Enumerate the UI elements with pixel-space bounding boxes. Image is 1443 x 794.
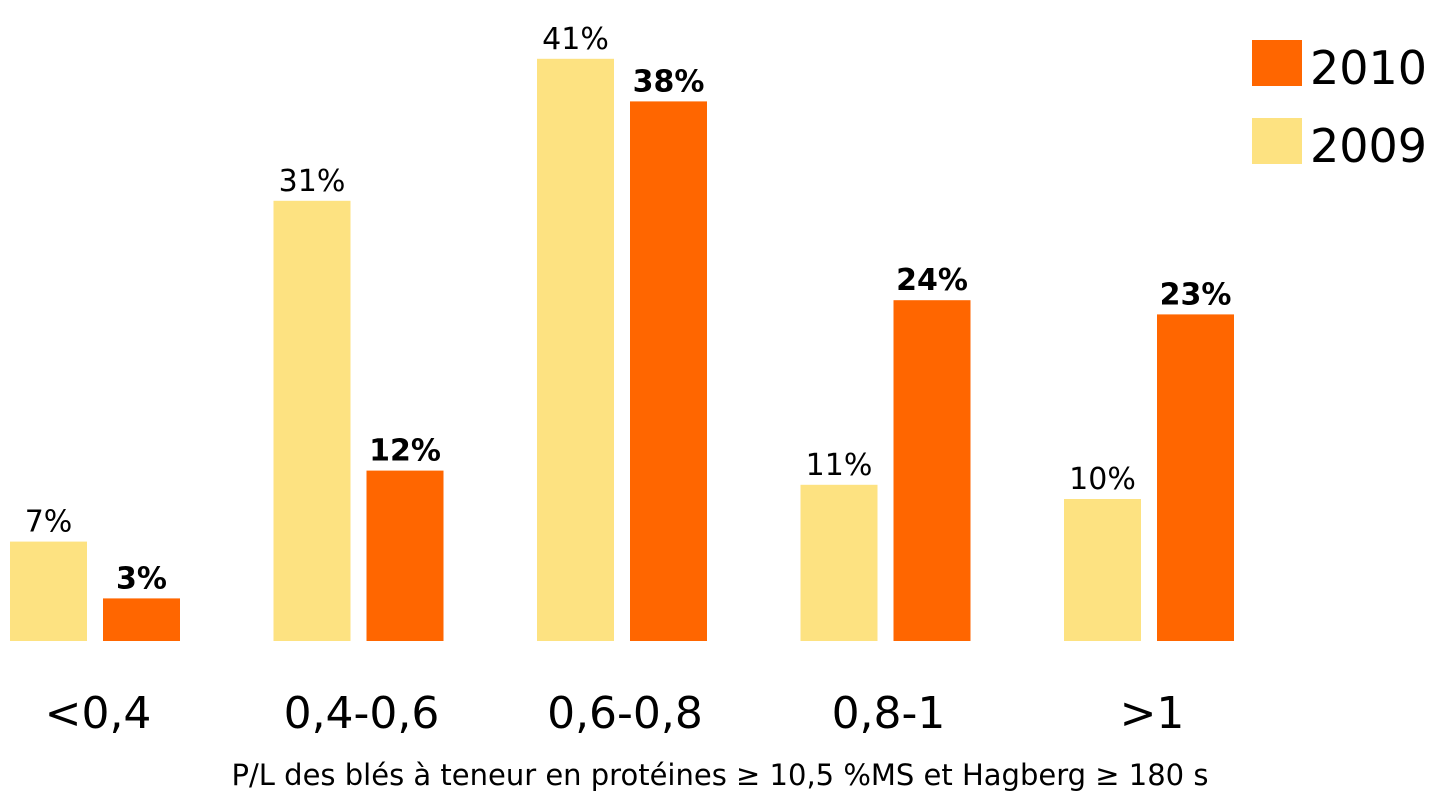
- bar: [366, 470, 444, 641]
- x-tick-label: 0,8-1: [832, 688, 946, 739]
- legend-label: 2010: [1310, 41, 1427, 95]
- value-label: 11%: [806, 448, 873, 483]
- legend-swatch: [1252, 40, 1302, 86]
- bar: [800, 484, 878, 641]
- bar: [1064, 499, 1141, 641]
- x-tick-label: <0,4: [45, 688, 152, 739]
- value-label: 24%: [896, 263, 968, 298]
- legend-swatch: [1252, 118, 1302, 164]
- value-label: 38%: [633, 64, 705, 99]
- x-axis-title: P/L des blés à teneur en protéines ≥ 10,…: [232, 758, 1209, 792]
- x-tick-label: 0,6-0,8: [547, 688, 703, 739]
- value-label: 7%: [25, 505, 73, 540]
- legend-label: 2009: [1310, 119, 1427, 173]
- bar: [893, 300, 971, 641]
- bar: [537, 58, 614, 642]
- x-tick-label: 0,4-0,6: [284, 688, 440, 739]
- x-tick-label: >1: [1120, 688, 1185, 739]
- value-label: 10%: [1069, 462, 1136, 497]
- value-label: 3%: [116, 561, 167, 596]
- bar: [10, 541, 87, 641]
- bar: [630, 101, 707, 641]
- value-label: 41%: [542, 22, 609, 57]
- value-label: 23%: [1160, 277, 1232, 312]
- value-label: 31%: [279, 164, 346, 199]
- bar: [273, 200, 351, 642]
- bar: [103, 598, 180, 641]
- bar: [1157, 314, 1234, 641]
- value-label: 12%: [369, 434, 441, 469]
